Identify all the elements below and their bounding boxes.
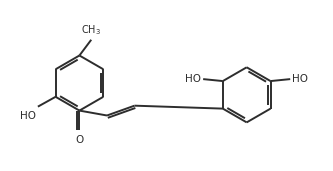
- Text: CH$_3$: CH$_3$: [81, 23, 101, 37]
- Text: HO: HO: [292, 74, 308, 84]
- Text: HO: HO: [185, 74, 201, 84]
- Text: HO: HO: [20, 111, 36, 121]
- Text: O: O: [75, 135, 84, 145]
